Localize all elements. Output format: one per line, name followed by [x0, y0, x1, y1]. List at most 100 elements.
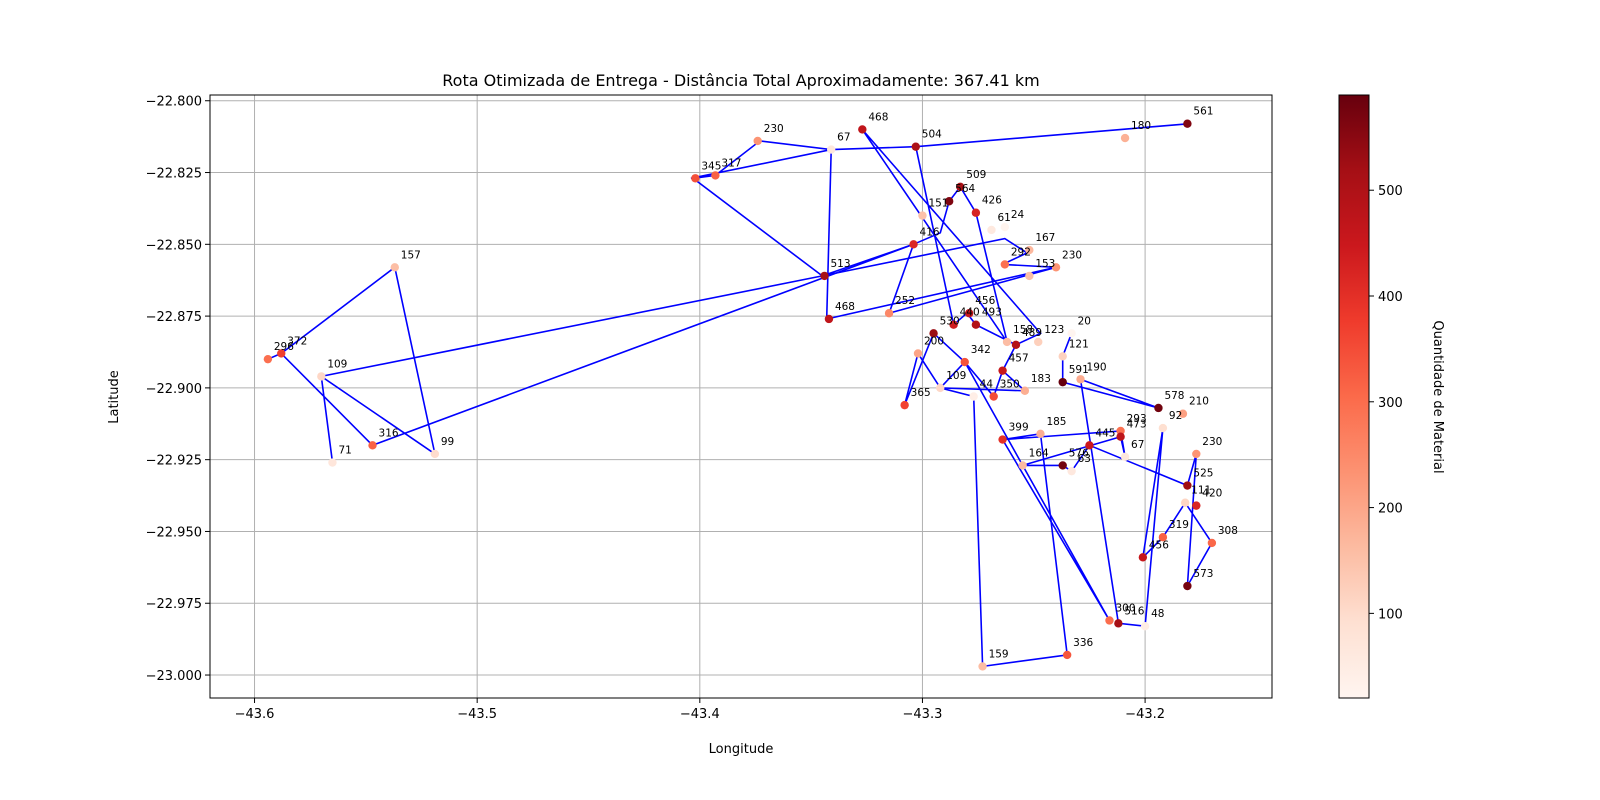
x-tick-label: −43.2: [1125, 707, 1165, 722]
point-label: 180: [1131, 120, 1151, 132]
colorbar-tick-label: 100: [1378, 607, 1403, 622]
point-label: 44: [980, 379, 994, 391]
point-label: 426: [982, 195, 1002, 207]
point-label: 316: [379, 427, 399, 439]
delivery-point: [711, 171, 720, 180]
delivery-point: [277, 349, 286, 358]
delivery-point: [820, 271, 829, 281]
y-tick-label: −22.875: [146, 310, 202, 325]
point-label: 317: [721, 157, 741, 169]
y-tick-label: −22.900: [146, 382, 202, 397]
point-label: 153: [1035, 258, 1055, 270]
delivery-point: [1058, 377, 1067, 387]
delivery-point: [929, 329, 938, 338]
point-label: 336: [1073, 637, 1093, 649]
point-label: 530: [940, 315, 960, 327]
delivery-point: [956, 182, 965, 192]
delivery-point: [1183, 581, 1192, 591]
point-label: 416: [920, 226, 940, 238]
route-segment: [690, 122, 1190, 346]
delivery-point: [1183, 481, 1192, 490]
delivery-point: [1192, 501, 1201, 510]
delivery-point: [971, 208, 981, 217]
point-label: 440: [960, 307, 980, 319]
point-label: 420: [1202, 488, 1222, 500]
delivery-point: [1018, 461, 1027, 470]
point-label: 71: [338, 445, 351, 457]
x-tick-label: −43.5: [457, 707, 497, 722]
y-tick-label: −23.000: [146, 669, 202, 684]
point-label: 456: [975, 295, 995, 307]
delivery-point: [969, 392, 978, 401]
point-label: 293: [1127, 413, 1147, 425]
delivery-point: [1076, 375, 1085, 384]
point-label: 509: [966, 169, 986, 181]
delivery-point: [1140, 622, 1150, 631]
point-label: 20: [1078, 315, 1091, 327]
colorbar-ticks: 100 200 300 400 500: [1369, 184, 1403, 622]
point-label: 185: [1046, 416, 1066, 428]
delivery-point: [949, 320, 958, 329]
point-label: 200: [924, 335, 944, 347]
route-lines: [267, 122, 1213, 668]
point-label: 190: [1087, 361, 1107, 373]
point-label: 468: [868, 111, 888, 123]
delivery-point: [1000, 222, 1010, 232]
x-tick-label: −43.4: [680, 707, 720, 722]
point-label: 516: [1124, 605, 1144, 617]
point-label: 365: [911, 387, 931, 399]
delivery-point: [826, 145, 836, 154]
delivery-point: [1011, 340, 1021, 350]
point-label: 157: [401, 249, 421, 261]
delivery-point: [1105, 616, 1114, 625]
point-label: 111: [1191, 485, 1211, 497]
x-tick-label: −43.3: [903, 707, 943, 722]
point-label: 468: [835, 301, 855, 313]
delivery-point: [1120, 452, 1130, 461]
delivery-point: [1051, 263, 1061, 272]
delivery-point: [1114, 619, 1123, 628]
point-label: 67: [837, 132, 850, 144]
point-label: 230: [1202, 436, 1222, 448]
point-label: 342: [971, 344, 991, 356]
colorbar: [1338, 94, 1370, 699]
colorbar-tick-label: 500: [1378, 184, 1403, 199]
delivery-point: [691, 174, 700, 183]
point-label: 578: [1164, 390, 1184, 402]
delivery-point: [1116, 426, 1125, 436]
delivery-point: [1025, 245, 1034, 255]
delivery-point: [1058, 352, 1067, 361]
delivery-point: [1025, 271, 1034, 281]
y-tick-label: −22.975: [146, 597, 202, 612]
point-label: 319: [1169, 519, 1189, 531]
y-tick-label: −22.800: [146, 95, 202, 110]
delivery-point: [971, 320, 981, 329]
x-axis-ticks: −43.6 −43.5 −43.4 −43.3 −43.2: [235, 698, 1165, 722]
point-label: 399: [1009, 422, 1029, 434]
colorbar-tick-label: 200: [1378, 502, 1403, 517]
y-tick-label: −22.850: [146, 238, 202, 253]
y-tick-label: −22.925: [146, 454, 202, 469]
point-label: 63: [1078, 453, 1091, 465]
point-label: 525: [1193, 468, 1213, 480]
point-label: 67: [1131, 439, 1144, 451]
y-tick-label: −22.825: [146, 167, 202, 182]
delivery-point: [368, 441, 377, 450]
point-label: 345: [701, 160, 721, 172]
delivery-point: [263, 354, 273, 364]
point-label: 473: [1127, 419, 1147, 431]
point-labels: 468 561 180 504 67 230 345 317 509 564 426 151 61 24 4…: [274, 106, 1238, 661]
delivery-point: [900, 400, 909, 410]
point-label: 564: [955, 183, 975, 195]
delivery-point: [1207, 538, 1217, 548]
point-label: 92: [1169, 410, 1182, 422]
point-label: 164: [1029, 447, 1049, 459]
point-label: 230: [1062, 249, 1082, 261]
point-label: 504: [922, 129, 942, 141]
delivery-point: [909, 240, 918, 249]
delivery-point: [1180, 498, 1190, 507]
point-label: 123: [1044, 324, 1064, 336]
delivery-point: [1020, 386, 1030, 395]
delivery-point: [1002, 337, 1012, 347]
